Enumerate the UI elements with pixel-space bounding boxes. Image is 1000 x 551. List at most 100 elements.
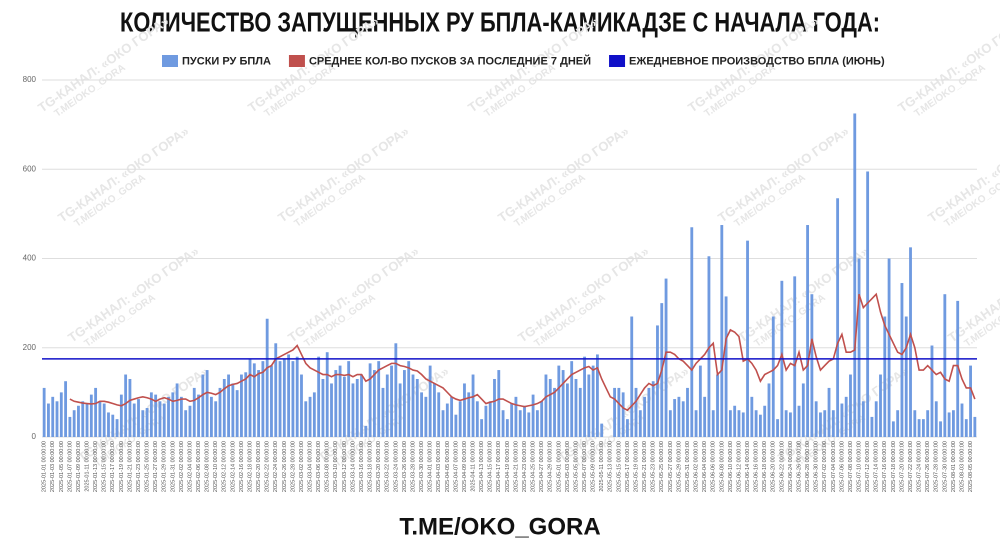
x-tick-label: 2025-05-01 00:00:00 [556,441,562,492]
bar [124,374,128,437]
x-tick-label: 2025-03-02 00:00:00 [299,441,305,492]
bar [390,365,393,437]
bar [724,296,728,437]
x-tick-label: 2025-04-27 00:00:00 [539,441,545,492]
bar [475,401,479,437]
bar [59,392,63,437]
x-tick-label: 2025-05-03 00:00:00 [565,441,571,492]
x-tick-label: 2025-06-28 00:00:00 [805,441,811,492]
bar [458,401,462,437]
watermark-text: TG-КАНАЛ: «ОКО ГОРА» [715,123,852,225]
x-tick-label: 2025-01-23 00:00:00 [136,441,142,492]
bar [926,410,930,437]
bar [154,394,158,437]
bar [68,416,72,437]
watermark: TG-КАНАЛ: «ОКО ГОРА»T.ME/OKO_GORA [895,13,1000,119]
x-tick-label: 2025-02-08 00:00:00 [205,441,211,492]
bar [849,374,852,437]
x-tick-label: 2025-07-26 00:00:00 [925,441,931,492]
x-tick-label: 2025-06-22 00:00:00 [779,441,785,492]
x-tick-label: 2025-05-11 00:00:00 [599,441,605,492]
bar [184,410,188,437]
bar [810,294,814,437]
x-tick-label: 2025-03-08 00:00:00 [325,441,331,492]
x-tick-label: 2025-07-04 00:00:00 [831,441,837,492]
bar [334,370,338,437]
bar [733,405,737,437]
x-tick-label: 2025-01-17 00:00:00 [110,441,116,492]
bar [677,396,681,437]
footer: T.ME/OKO_GORA [399,513,600,540]
x-tick-label: 2025-04-29 00:00:00 [548,441,554,492]
bar [793,276,797,437]
bar [248,358,252,437]
bar [771,316,775,437]
bar [969,365,972,437]
bar [51,396,55,437]
bar [951,410,955,437]
x-tick-label: 2025-01-21 00:00:00 [127,441,133,492]
x-tick-label: 2025-03-30 00:00:00 [419,441,425,492]
bar [47,403,50,437]
bar [853,113,857,437]
bar [218,387,222,437]
bar [840,403,844,437]
bar [355,378,359,437]
x-tick-label: 2025-05-23 00:00:00 [651,441,657,492]
watermark: TG-КАНАЛ: «ОКО ГОРА»T.ME/OKO_GORA [495,123,632,229]
bar [891,421,895,437]
x-tick-label: 2025-07-10 00:00:00 [857,441,863,492]
x-tick-label: 2025-06-06 00:00:00 [711,441,717,492]
x-tick-label: 2025-02-18 00:00:00 [247,441,253,492]
bar [261,361,265,437]
bar [55,401,59,437]
bar [934,401,938,437]
x-tick-label: 2025-04-01 00:00:00 [428,441,434,492]
bar [107,412,110,437]
bar [643,396,647,437]
bar [930,345,934,437]
x-tick-label: 2025-05-19 00:00:00 [633,441,639,492]
bar [214,401,218,437]
bar [797,405,801,437]
bar [64,381,68,437]
bar [904,316,908,437]
x-tick-label: 2025-01-07 00:00:00 [67,441,73,492]
bar [209,396,213,437]
legend-label: ПУСКИ РУ БПЛА [182,55,271,67]
bar [145,407,149,437]
bar [398,383,402,437]
bar [488,401,492,437]
x-tick-label: 2025-01-03 00:00:00 [50,441,56,492]
bar [171,392,175,437]
x-tick-label: 2025-01-19 00:00:00 [119,441,125,492]
bar [149,392,153,437]
bar [342,376,346,437]
bar [861,401,865,437]
x-tick-label: 2025-05-21 00:00:00 [642,441,648,492]
x-tick-label: 2025-02-12 00:00:00 [222,441,228,492]
bar [415,378,419,437]
x-tick-label: 2025-03-04 00:00:00 [308,441,314,492]
bar [304,401,308,437]
x-tick-label: 2025-06-26 00:00:00 [796,441,802,492]
bar [441,410,445,437]
bar [471,374,475,437]
bar [956,300,960,437]
x-tick-label: 2025-05-27 00:00:00 [668,441,674,492]
bar [587,374,591,437]
x-tick-label: 2025-06-14 00:00:00 [745,441,751,492]
bar [222,378,226,437]
bar [175,383,179,437]
bar [231,383,235,437]
x-tick-label: 2025-04-11 00:00:00 [470,441,476,492]
bar [141,410,145,437]
bar [583,356,586,437]
bar [681,401,685,437]
bar [463,383,466,437]
bar [879,374,882,437]
bar [630,316,634,437]
x-tick-label: 2025-04-13 00:00:00 [479,441,485,492]
bar [540,401,544,437]
bar [518,410,522,437]
